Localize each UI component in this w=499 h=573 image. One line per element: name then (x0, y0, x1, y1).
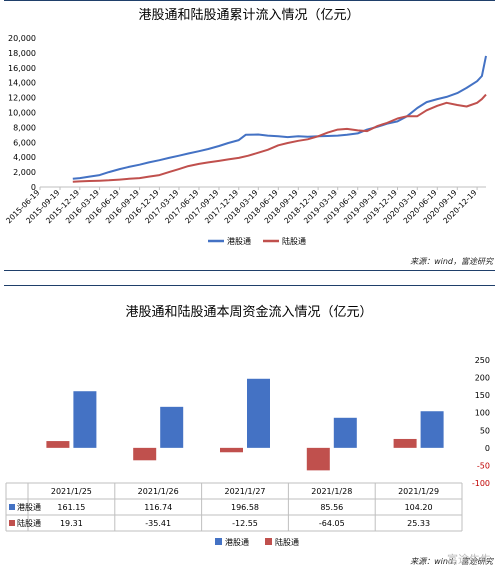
table-swatch-sh-sz (9, 520, 15, 526)
table-cell-sh-sz: 19.31 (60, 519, 83, 528)
y-tick-label: 200 (475, 374, 490, 383)
bar-hk-connect (333, 417, 357, 448)
y-tick-label: 2,000 (13, 168, 36, 177)
bar-sh-sz-connect (306, 447, 330, 471)
table-cell-sh-sz: 25.33 (407, 519, 430, 528)
legend-swatch-sh-sz (265, 538, 272, 545)
bar-hk-connect (247, 378, 270, 448)
cumulative-line-chart: 港股通和陆股通累计流入情况（亿元） 0 2,000 4,000 6,000 8,000 1… (4, 7, 487, 246)
bar-sh-sz-connect (393, 438, 417, 448)
y-tick-label: 50 (480, 426, 490, 435)
y-tick-label: 4,000 (13, 153, 36, 162)
y-tick-label: 8,000 (13, 123, 36, 132)
table-header-date: 2021/1/29 (398, 487, 439, 496)
table-header-date: 2021/1/27 (224, 487, 265, 496)
y-tick-label: 0 (485, 444, 490, 453)
panel2-top-rule (4, 285, 495, 286)
weekly-bar-chart: 港股通和陆股通本周资金流入情况（亿元） -100 -50 0 50 100 150 200 2… (5, 304, 490, 547)
top-rule (4, 0, 495, 1)
table-header-date: 2021/1/28 (311, 487, 352, 496)
weekly-chart-panel: 港股通和陆股通本周资金流入情况（亿元） -100 -50 0 50 100 150 200 2… (0, 285, 499, 573)
y-tick-label: 16,000 (8, 64, 36, 73)
bar-sh-sz-connect (46, 441, 70, 448)
y-tick-label: 100 (475, 409, 490, 418)
table-cell-hk: 104.20 (405, 503, 433, 512)
legend-label-sh-sz: 陆股通 (282, 236, 306, 246)
bar-sh-sz-connect (133, 447, 157, 461)
table-cell-sh-sz: -35.41 (145, 519, 171, 528)
y-tick-label: -50 (477, 461, 490, 470)
weekly-source-note: 来源：wind，富途研究 (410, 557, 493, 566)
table-cell-sh-sz: -64.05 (319, 519, 345, 528)
y-tick-label: -100 (472, 479, 490, 488)
bar-hk-connect (420, 411, 444, 448)
y-tick-label: 6,000 (13, 138, 36, 147)
weekly-chart-title: 港股通和陆股通本周资金流入情况（亿元） (125, 304, 372, 320)
cumulative-chart-title: 港股通和陆股通累计流入情况（亿元） (138, 7, 359, 23)
table-header-date: 2021/1/26 (138, 487, 179, 496)
y-tick-label: 20,000 (8, 34, 36, 43)
table-row-label-sh-sz: 陆股通 (17, 518, 41, 528)
y-tick-label: 250 (475, 356, 490, 365)
bar-hk-connect (160, 406, 184, 448)
table-cell-sh-sz: -12.55 (232, 519, 258, 528)
y-tick-label: 0 (31, 183, 36, 192)
legend-label-hk: 港股通 (225, 537, 249, 547)
legend-swatch-hk (215, 538, 222, 545)
hk-connect-line (72, 55, 487, 180)
legend-label-sh-sz: 陆股通 (275, 537, 299, 547)
table-header-date: 2021/1/25 (51, 487, 92, 496)
futu-watermark: 富途牛牛 (447, 553, 491, 566)
table-swatch-hk (9, 504, 15, 510)
table-row-label-hk: 港股通 (17, 502, 41, 512)
bar-hk-connect (73, 391, 97, 448)
table-cell-hk: 116.74 (144, 503, 172, 512)
cumulative-chart-panel: 港股通和陆股通累计流入情况（亿元） 0 2,000 4,000 6,000 8,000 1… (0, 0, 499, 270)
bar-sh-sz-connect (220, 447, 243, 453)
legend-label-hk: 港股通 (227, 236, 251, 246)
y-tick-label: 10,000 (8, 109, 36, 118)
cumulative-source-note: 来源：wind，富途研究 (410, 257, 493, 266)
y-tick-label: 18,000 (8, 49, 36, 58)
y-tick-label: 14,000 (8, 79, 36, 88)
y-tick-label: 150 (475, 391, 490, 400)
y-tick-label: 12,000 (8, 94, 36, 103)
table-cell-hk: 85.56 (320, 503, 343, 512)
table-cell-hk: 161.15 (57, 503, 85, 512)
panel1-bottom-rule (4, 270, 495, 271)
sh-sz-connect-line (72, 93, 487, 183)
table-cell-hk: 196.58 (231, 503, 259, 512)
